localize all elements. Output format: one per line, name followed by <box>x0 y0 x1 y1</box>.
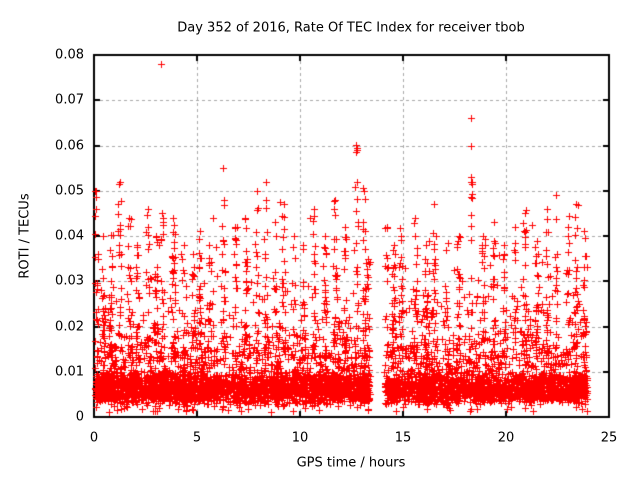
y-tick-label: 0.07 <box>55 92 84 108</box>
x-tick-label: 10 <box>291 430 309 446</box>
y-tick-label: 0 <box>75 409 84 425</box>
y-tick-label: 0.08 <box>55 47 84 63</box>
y-tick-label: 0.06 <box>55 138 84 153</box>
x-tick-label: 25 <box>600 430 618 446</box>
y-tick-label: 0.04 <box>55 228 84 244</box>
x-tick-label: 0 <box>89 430 99 446</box>
y-tick-label: 0.05 <box>55 183 84 199</box>
x-tick-label: 5 <box>192 430 202 446</box>
y-tick-label: 0.01 <box>55 364 84 380</box>
y-tick-label: 0.02 <box>55 319 84 334</box>
y-tick-label: 0.03 <box>55 273 84 289</box>
x-tick-label: 15 <box>394 430 412 446</box>
x-tick-label: 20 <box>497 430 515 446</box>
x-axis-label: GPS time / hours <box>296 455 406 471</box>
chart-title: Day 352 of 2016, Rate Of TEC Index for r… <box>177 20 525 36</box>
